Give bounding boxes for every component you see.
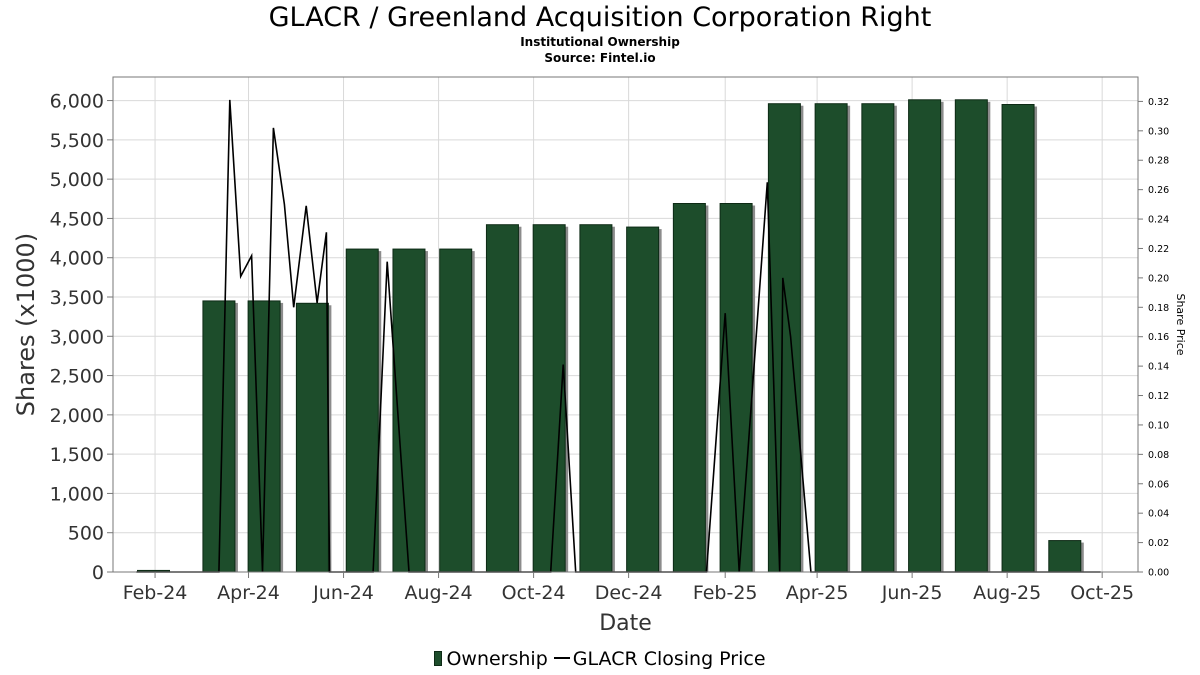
x-tick-label: Apr-24 [217, 582, 280, 604]
y-tick-label: 6,000 [50, 91, 104, 113]
ownership-bar [861, 103, 895, 573]
y-axis-right: 0.00 0.02 0.04 0.06 0.08 0.10 0.12 0.14 0.16 0.18… [1138, 97, 1169, 579]
ownership-bar [295, 302, 329, 573]
ownership-bar [202, 300, 236, 573]
y-tick-label: 5,000 [50, 169, 104, 191]
y-tick-label: 3,500 [50, 287, 104, 309]
y2-tick-label: 0.18 [1148, 303, 1169, 314]
price-line [136, 99, 1101, 573]
ownership-bar [485, 224, 519, 573]
legend: Ownership GLACR Closing Price [0, 647, 1200, 671]
ownership-bar [532, 224, 566, 573]
plot-area [112, 76, 1139, 573]
y2-tick-label: 0.02 [1148, 538, 1169, 549]
y-axis-label: Shares (x1000) [12, 233, 40, 416]
price-legend-swatch [553, 657, 570, 659]
legend-item-ownership: Ownership [446, 648, 548, 670]
y2-tick-label: 0.26 [1148, 185, 1169, 196]
ownership-bar [1048, 540, 1082, 573]
y-tick-label: 3,000 [50, 326, 104, 348]
y2-tick-label: 0.22 [1148, 244, 1169, 255]
y2-tick-label: 0.06 [1148, 479, 1169, 490]
y-tick-label: 4,500 [50, 208, 104, 230]
x-tick-label: Dec-24 [595, 582, 663, 604]
ownership-bar [672, 203, 706, 573]
y2-tick-label: 0.08 [1148, 450, 1169, 461]
y2-tick-label: 0.28 [1148, 156, 1169, 167]
y2-tick-label: 0.30 [1148, 126, 1169, 137]
x-tick-label: Aug-24 [404, 582, 472, 604]
y2-tick-label: 0.10 [1148, 420, 1169, 431]
y-tick-label: 1,500 [50, 444, 104, 466]
y2-tick-label: 0.12 [1148, 391, 1169, 402]
chart-subtitle: Institutional Ownership [520, 35, 680, 49]
y-tick-label: 0 [92, 562, 104, 584]
x-tick-label: Apr-25 [786, 582, 849, 604]
y2-tick-label: 0.00 [1148, 568, 1169, 579]
y-tick-label: 5,500 [50, 130, 104, 152]
y-axis-left: 0 500 1,000 1,500 2,000 2,500 3,000 3,500 4,000 4… [50, 91, 113, 584]
ownership-bar [1001, 104, 1035, 573]
y-tick-label: 2,000 [50, 405, 104, 427]
y-tick-label: 2,500 [50, 366, 104, 388]
y2-tick-label: 0.14 [1148, 362, 1169, 373]
x-tick-label: Oct-25 [1070, 582, 1134, 604]
x-tick-label: Jun-25 [881, 582, 943, 604]
ownership-bar [908, 99, 942, 573]
ownership-bar [626, 226, 660, 573]
x-tick-label: Feb-24 [123, 582, 188, 604]
ownership-bar [345, 248, 379, 573]
ownership-bar [767, 103, 801, 573]
x-tick-label: Oct-24 [502, 582, 566, 604]
y2-tick-label: 0.20 [1148, 273, 1169, 284]
y2-axis-label: Share Price [1174, 293, 1187, 355]
y-tick-label: 500 [68, 523, 104, 545]
ownership-bar [954, 99, 988, 573]
x-tick-label: Jun-24 [312, 582, 374, 604]
y2-tick-label: 0.24 [1148, 215, 1169, 226]
ownership-legend-swatch [434, 651, 443, 666]
chart-title: GLACR / Greenland Acquisition Corporatio… [268, 2, 932, 33]
y-tick-label: 4,000 [50, 248, 104, 270]
y2-tick-label: 0.16 [1148, 332, 1169, 343]
x-axis-label: Date [599, 611, 652, 636]
ownership-bar [579, 224, 613, 573]
legend-item-price: GLACR Closing Price [572, 648, 766, 670]
y2-tick-label: 0.04 [1148, 509, 1169, 520]
x-tick-label: Aug-25 [973, 582, 1041, 604]
y-tick-label: 1,000 [50, 483, 104, 505]
x-tick-label: Feb-25 [693, 582, 758, 604]
y2-tick-label: 0.32 [1148, 97, 1169, 108]
chart-source: Source: Fintel.io [544, 51, 656, 65]
ownership-bar [439, 248, 473, 573]
ownership-bar [814, 103, 848, 573]
ownership-bars [137, 99, 1084, 573]
price-line-path [136, 99, 1101, 573]
x-axis: Feb-24 Apr-24 Jun-24 Aug-24 Oct-24 Dec-24 Feb-… [123, 572, 1134, 604]
